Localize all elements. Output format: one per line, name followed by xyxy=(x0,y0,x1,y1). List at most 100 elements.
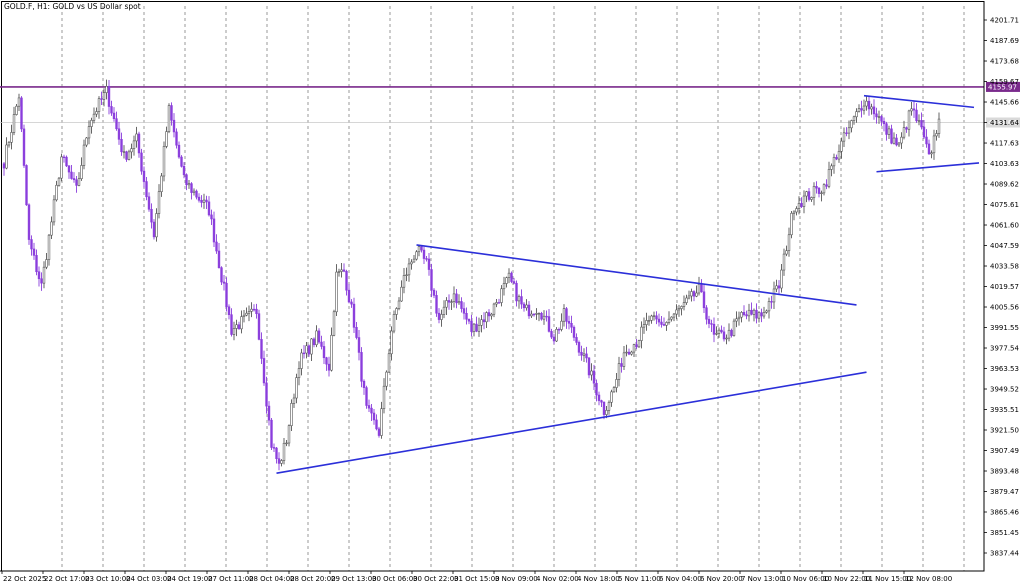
candle-body xyxy=(672,313,676,318)
candle-body xyxy=(880,116,883,122)
current-price-tag xyxy=(986,117,1020,128)
candle-body xyxy=(590,370,593,376)
candle-body xyxy=(687,295,691,299)
candle-body xyxy=(817,187,821,194)
candle xyxy=(645,312,648,331)
candle xyxy=(5,137,8,170)
candle-body xyxy=(62,156,66,159)
candle xyxy=(862,99,866,115)
candle-body xyxy=(640,326,643,341)
candle-body xyxy=(270,419,273,448)
candle-body xyxy=(325,357,328,365)
horizontal-levels[interactable]: 4155.97 4131.64 xyxy=(0,81,1020,128)
candle-body xyxy=(597,394,601,401)
candle xyxy=(87,120,91,145)
candle xyxy=(585,346,588,363)
candle xyxy=(2,162,6,176)
candle-body xyxy=(822,184,826,194)
candle xyxy=(492,302,496,318)
candle xyxy=(802,190,806,214)
candle xyxy=(922,119,926,139)
y-tick-label: 3935.51 xyxy=(990,406,1019,414)
candle xyxy=(52,195,56,226)
candle-body xyxy=(152,221,156,238)
candle xyxy=(77,172,81,187)
candle xyxy=(625,344,628,357)
candle xyxy=(267,401,271,426)
candle xyxy=(340,263,343,278)
candle-body xyxy=(700,283,703,293)
y-tick-label: 3851.45 xyxy=(990,529,1019,537)
candle xyxy=(147,192,151,212)
candle-body xyxy=(690,291,693,297)
candle-body xyxy=(27,204,31,240)
candle xyxy=(620,357,623,373)
candle xyxy=(122,145,126,159)
candle xyxy=(535,308,538,320)
candle-body xyxy=(655,315,658,320)
candle xyxy=(690,288,693,302)
candle xyxy=(710,319,713,333)
candle-body xyxy=(677,308,681,311)
candle xyxy=(240,310,243,334)
candle-body xyxy=(542,315,546,320)
candle-body xyxy=(255,308,258,315)
candle-body xyxy=(865,100,868,107)
resistance-price-tag xyxy=(986,81,1020,92)
x-tick-label: 11 Nov 15:00 xyxy=(864,575,911,583)
candle-body xyxy=(237,324,241,330)
candle-body xyxy=(95,111,98,115)
candle-body xyxy=(500,288,503,303)
candle-body xyxy=(172,119,176,133)
candle-body xyxy=(2,163,6,169)
candle-body xyxy=(182,166,186,176)
candle xyxy=(447,294,451,310)
candle xyxy=(805,190,808,203)
trendlines[interactable] xyxy=(276,94,980,474)
candle xyxy=(302,345,306,359)
candle-body xyxy=(620,363,623,367)
candle xyxy=(902,120,906,140)
candle-body xyxy=(702,291,706,309)
candle xyxy=(787,227,791,257)
candle-body xyxy=(222,281,226,284)
candle xyxy=(790,211,793,239)
candle-body xyxy=(112,112,116,119)
candle-body xyxy=(607,401,611,411)
candle-body xyxy=(525,304,528,309)
candle-body xyxy=(530,313,533,317)
candle-body xyxy=(562,308,566,322)
x-tick-label: 22 Oct 17:00 xyxy=(44,575,90,583)
candle-body xyxy=(395,308,398,315)
candle xyxy=(187,179,191,189)
y-tick-label: 4201.71 xyxy=(990,17,1019,25)
candle xyxy=(437,308,441,324)
candle xyxy=(185,173,188,191)
candle xyxy=(382,378,386,414)
y-tick-label: 3907.49 xyxy=(990,447,1019,455)
candle xyxy=(577,340,581,356)
candle-body xyxy=(907,110,911,130)
candle-body xyxy=(795,208,798,213)
candle-body xyxy=(92,113,96,121)
y-tick-label: 4131.64 xyxy=(990,119,1019,127)
candle-body xyxy=(567,321,571,324)
x-tick-label: 27 Oct 11:00 xyxy=(208,575,254,583)
candle-body xyxy=(432,289,436,296)
candle-body xyxy=(5,144,8,169)
candle-body xyxy=(510,272,513,282)
y-tick-label: 4019.57 xyxy=(990,283,1019,291)
candle xyxy=(7,141,11,148)
candle-body xyxy=(247,311,251,314)
candle xyxy=(97,96,101,119)
candle-body xyxy=(77,178,81,186)
candle-body xyxy=(160,175,163,193)
candle xyxy=(190,182,193,200)
candle xyxy=(595,379,598,402)
candle-body xyxy=(495,302,498,305)
candle xyxy=(50,216,53,240)
candle xyxy=(850,119,853,133)
candle-body xyxy=(472,323,476,332)
